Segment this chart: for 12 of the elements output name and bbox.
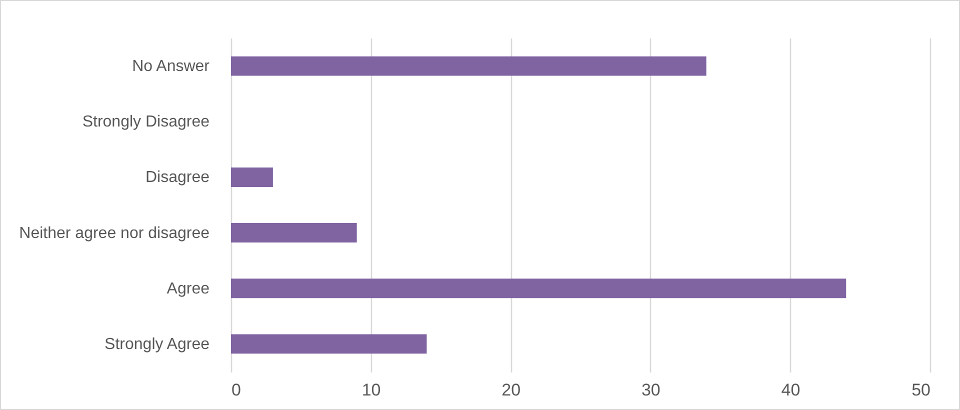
y-tick-label: Agree (166, 280, 210, 298)
y-tick-label: No Answer (132, 58, 210, 76)
y-tick-label: Disagree (145, 169, 210, 186)
x-tick-label: 10 (362, 380, 381, 400)
x-tick-label: 30 (641, 380, 660, 400)
y-tick-label: Strongly Agree (104, 336, 210, 353)
x-tick-label: 20 (502, 380, 521, 400)
y-tick-label: Strongly Disagree (82, 114, 210, 131)
y-tick-label: Neither agree nor disagree (19, 224, 210, 242)
x-tick-label: 40 (781, 380, 800, 400)
x-tick-label: 50 (912, 380, 930, 400)
x-tick-label: 0 (232, 380, 241, 400)
